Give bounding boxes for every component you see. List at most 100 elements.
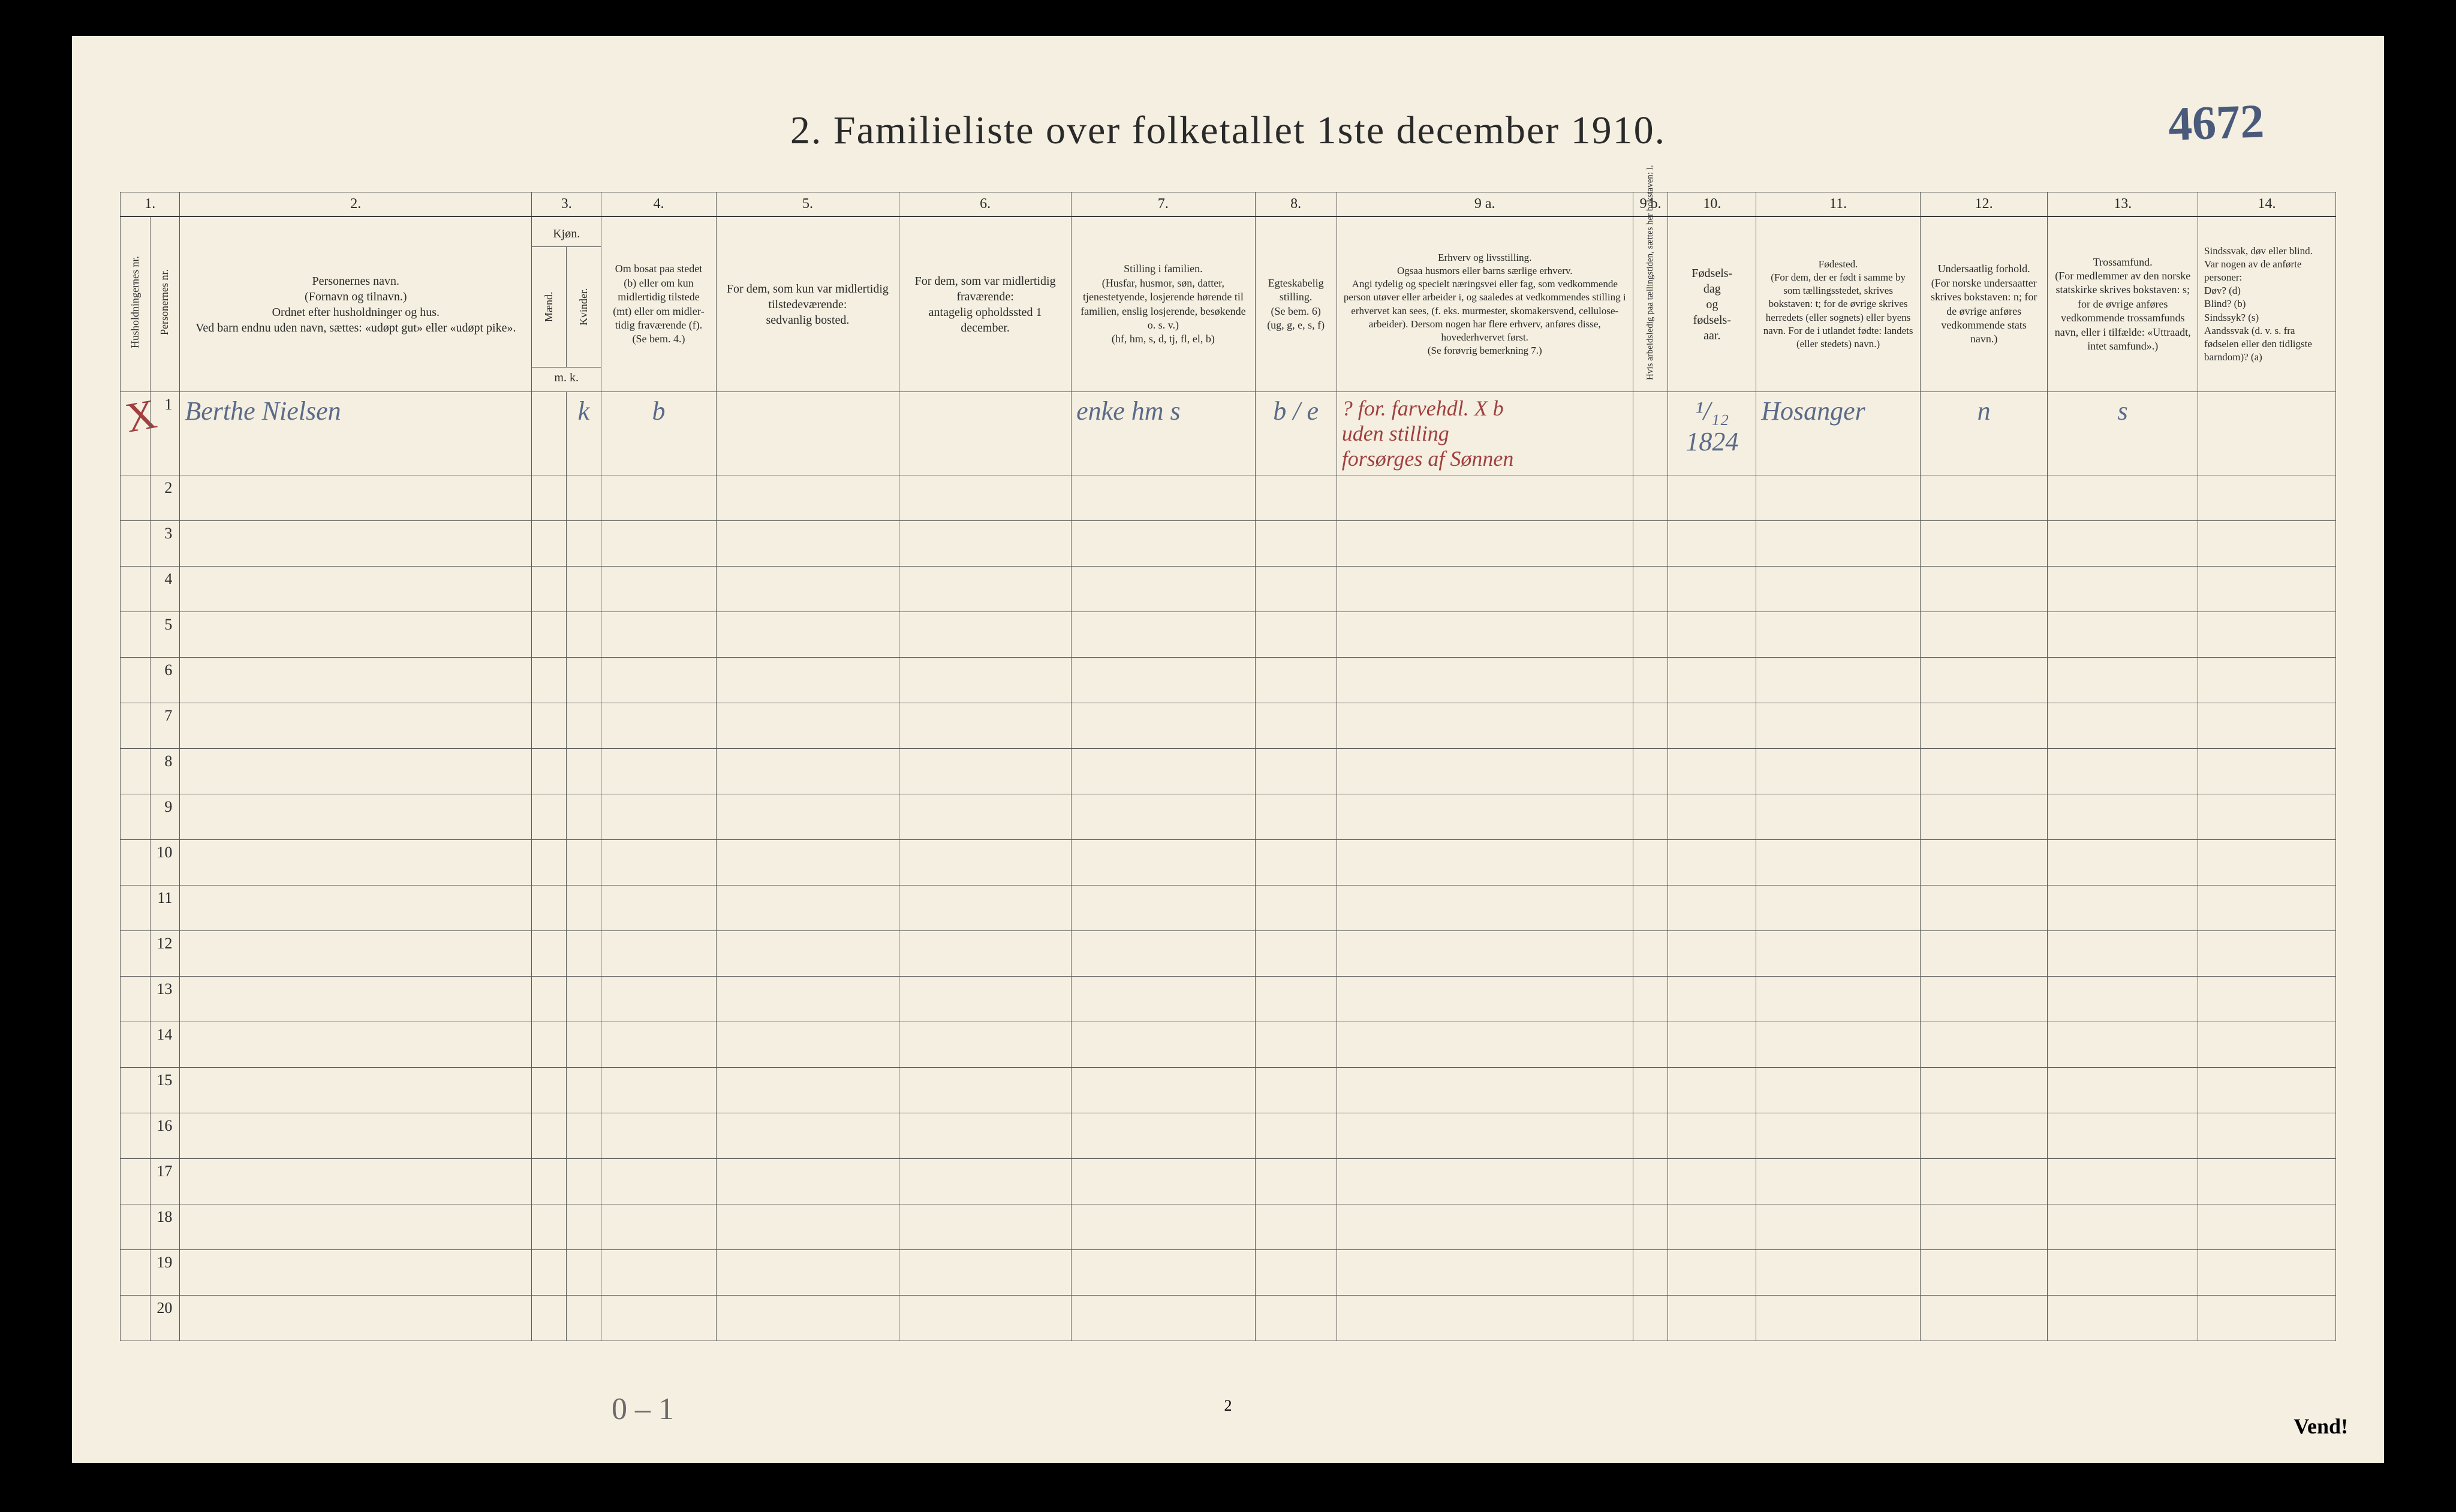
household-cell [121,1113,151,1159]
table-row: 14 [121,1022,2336,1068]
sex-k-cell: k [566,392,601,475]
religion-cell [2048,1113,2198,1159]
family-pos-cell [1072,1022,1256,1068]
residence-cell [601,840,717,885]
religion-cell [2048,658,2198,703]
colnum-12: 12. [1920,192,2047,217]
birthdate-cell [1668,1296,1756,1341]
temp-present-cell [716,1296,899,1341]
family-pos-cell [1072,749,1256,794]
table-row: 4 [121,567,2336,612]
birthplace-cell: Hosanger [1756,392,1921,475]
person-nr-cell: 17 [150,1159,180,1204]
disability-cell [2198,1250,2336,1296]
table-row: 10 [121,840,2336,885]
marital-cell [1255,794,1337,840]
household-cell [121,1250,151,1296]
occupation-cell [1337,931,1633,977]
family-pos-cell [1072,840,1256,885]
nationality-cell [1920,1296,2047,1341]
disability-cell [2198,612,2336,658]
table-row: 15 [121,1068,2336,1113]
family-pos-cell [1072,1250,1256,1296]
temp-absent-cell [899,1204,1072,1250]
nationality-cell [1920,612,2047,658]
occupation-cell [1337,977,1633,1022]
person-nr-cell: 12 [150,931,180,977]
temp-present-cell [716,475,899,521]
sex-m-cell [532,840,566,885]
birthplace-cell [1756,1296,1921,1341]
disability-cell [2198,885,2336,931]
birthdate-cell [1668,1159,1756,1204]
page-title: 2. Familieliste over folketallet 1ste de… [72,108,2384,153]
person-nr-cell: 16 [150,1113,180,1159]
birthplace-cell [1756,1068,1921,1113]
residence-cell [601,1204,717,1250]
sex-m-cell [532,1159,566,1204]
sex-k-cell [566,1068,601,1113]
birthdate-cell [1668,658,1756,703]
temp-present-cell [716,931,899,977]
nationality-cell [1920,840,2047,885]
table-row: 17 [121,1159,2336,1204]
marital-cell [1255,567,1337,612]
table-row: 13 [121,977,2336,1022]
sex-k-cell [566,1159,601,1204]
household-cell [121,658,151,703]
name-cell [180,931,532,977]
sex-m-cell [532,612,566,658]
marital-cell [1255,658,1337,703]
sex-k-cell [566,794,601,840]
birthplace-cell [1756,1022,1921,1068]
sex-k-cell [566,840,601,885]
temp-present-cell [716,1250,899,1296]
colnum-3: 3. [532,192,601,217]
birthdate-cell [1668,567,1756,612]
birthplace-cell [1756,475,1921,521]
name-cell [180,1113,532,1159]
family-pos-cell [1072,1159,1256,1204]
name-cell [180,977,532,1022]
household-cell [121,392,151,475]
household-cell [121,612,151,658]
religion-cell: s [2048,392,2198,475]
unemployed-cell [1633,1113,1668,1159]
temp-absent-cell [899,977,1072,1022]
sex-m-cell [532,1022,566,1068]
header-nationality: Undersaatlig forhold. (For norske under­… [1920,216,2047,392]
birthplace-cell [1756,1250,1921,1296]
header-person-nr: Personernes nr. [150,216,180,392]
occupation-cell [1337,1068,1633,1113]
nationality-cell [1920,1250,2047,1296]
sex-k-cell [566,977,601,1022]
colnum-7: 7. [1072,192,1256,217]
temp-absent-cell [899,1296,1072,1341]
name-cell [180,1022,532,1068]
residence-cell [601,1250,717,1296]
temp-present-cell [716,521,899,567]
table-row: 12 [121,931,2336,977]
occupation-cell [1337,1204,1633,1250]
residence-cell [601,703,717,749]
marital-cell [1255,475,1337,521]
residence-cell [601,885,717,931]
disability-cell [2198,1204,2336,1250]
name-cell [180,885,532,931]
unemployed-cell [1633,392,1668,475]
religion-cell [2048,612,2198,658]
religion-cell [2048,567,2198,612]
person-nr-cell: 2 [150,475,180,521]
temp-present-cell [716,1068,899,1113]
sex-m-cell [532,1250,566,1296]
header-residence: Om bosat paa stedet (b) eller om kun mid… [601,216,717,392]
temp-absent-cell [899,612,1072,658]
occupation-cell [1337,1159,1633,1204]
household-cell [121,931,151,977]
birthdate-cell [1668,475,1756,521]
document-page: 2. Familieliste over folketallet 1ste de… [72,36,2384,1463]
unemployed-cell [1633,703,1668,749]
column-header-row: Husholdningernes nr. Personernes nr. Per… [121,216,2336,392]
person-nr-cell: 5 [150,612,180,658]
marital-cell [1255,1022,1337,1068]
